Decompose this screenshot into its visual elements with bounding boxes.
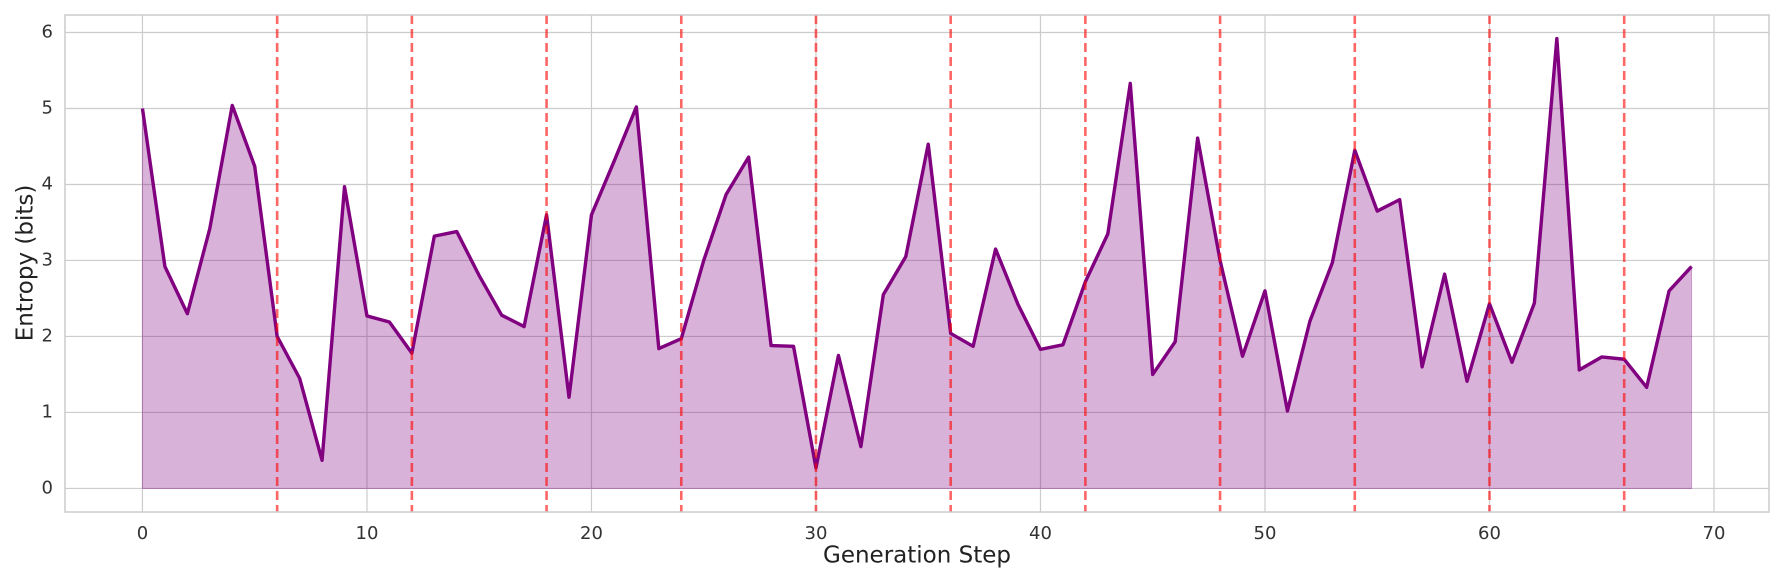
y-tick-label: 2: [42, 325, 53, 346]
area: [141, 38, 1693, 489]
y-tick-label: 5: [42, 97, 53, 118]
y-tick-label: 1: [42, 401, 53, 422]
y-tick-label: 3: [42, 249, 53, 270]
x-tick-label: 40: [1029, 523, 1052, 544]
x-tick-label: 10: [356, 523, 379, 544]
x-tick-label: 20: [580, 523, 603, 544]
y-tick-label: 0: [42, 477, 53, 498]
x-tick-label: 0: [137, 523, 148, 544]
y-axis-label: Entropy (bits): [13, 185, 39, 342]
line: [140, 36, 1693, 470]
plot-frame: [64, 14, 1770, 513]
x-tick-label: 30: [805, 523, 828, 544]
x-tick-label: 70: [1703, 523, 1726, 544]
y-tick-label: 6: [42, 21, 53, 42]
x-tick-label: 50: [1254, 523, 1277, 544]
y-tick-label: 4: [42, 173, 53, 194]
x-axis-label: Generation Step: [823, 543, 1011, 569]
x-tick-label: 60: [1478, 523, 1501, 544]
